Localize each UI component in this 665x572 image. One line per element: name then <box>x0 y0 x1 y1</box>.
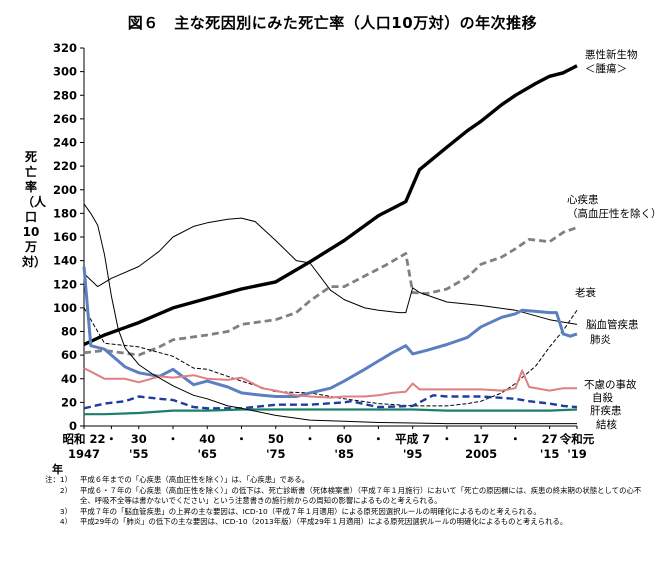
note-text: 平成29年の「肺炎」の低下の主な要因は、ICD-10（2013年版）（平成29年… <box>80 517 568 526</box>
series-label-6: 自殺 <box>592 391 613 404</box>
series-label-1: 心疾患 <box>567 193 599 206</box>
series-line-7 <box>84 408 578 416</box>
note-label: 2） <box>59 485 72 495</box>
series-line-0 <box>83 64 578 347</box>
series-label-4: 肺炎 <box>590 334 611 346</box>
y-tick-label: 40 <box>61 372 77 386</box>
x-tick-label: ・ <box>441 432 453 446</box>
y-tick-label: 200 <box>53 183 77 197</box>
mortality-trend-chart: 0 20 40 60 80 100 120 140 160 180 200 220 240 260 280 3… <box>52 41 662 476</box>
series-line-1 <box>83 226 578 357</box>
y-tick-label: 120 <box>53 277 77 291</box>
x-tick-label: 平成 7 <box>395 432 430 446</box>
series-line-2 <box>83 307 578 407</box>
series-label-1: （高血圧性を除く） <box>567 207 662 220</box>
y-axis-label: 死亡率（人口10万対） <box>22 150 47 269</box>
series-label-8: 結核 <box>596 418 617 431</box>
series-line-5 <box>83 367 577 399</box>
x-tick-label: ・ <box>236 432 248 446</box>
series-lines <box>82 64 578 425</box>
x-unit-label: 年 <box>52 462 63 476</box>
x-tick-label: 昭和 22 <box>62 432 105 446</box>
note-text: 平成６・７年の「心疾患（高血圧性を除く）」の低下は、死亡診断書（死体検案書）（平… <box>80 485 642 506</box>
x-tick-label: 50 <box>268 432 284 446</box>
x-tick-year-label: '19 <box>567 447 587 461</box>
x-tick-label: 40 <box>199 432 215 446</box>
x-tick-year-label: 2005 <box>465 447 497 461</box>
series-label-7: 肝疾患 <box>590 404 622 417</box>
x-tick-year-label: '75 <box>266 447 286 461</box>
note-text: 平成６年までの「心疾患（高血圧性を除く）」は、「心疾患」である。 <box>80 475 310 484</box>
y-tick-label: 60 <box>61 348 77 362</box>
chart-title: 図６ 主な死因別にみた死亡率（人口10万対）の年次推移 <box>127 14 538 32</box>
y-tick-label: 140 <box>53 254 77 268</box>
x-tick-year-label: '85 <box>334 447 354 461</box>
y-tick-label: 300 <box>53 65 77 79</box>
x-tick-year-label: '65 <box>197 447 217 461</box>
y-tick-label: 320 <box>53 41 77 55</box>
series-line-8 <box>83 203 577 425</box>
note-row: 注：1） 平成６年までの「心疾患（高血圧性を除く）」は、「心疾患」である。 <box>44 475 644 486</box>
x-tick-label: 令和元 <box>559 432 595 446</box>
note-label: 4） <box>59 517 72 526</box>
x-tick-year-label: '55 <box>129 447 149 461</box>
x-tick-label: ・ <box>106 432 118 446</box>
x-tick-label: 17 <box>473 432 489 446</box>
series-label-5: 不慮の事故 <box>584 378 637 391</box>
note-row: 3） 平成７年の「脳血管疾患」の上昇の主な要因は、ICD-10（平成７年１月適用）… <box>44 507 644 518</box>
note-label: 3） <box>59 506 72 516</box>
x-tick-label: ・ <box>167 432 179 446</box>
series-line-4 <box>82 266 578 398</box>
y-tick-label: 80 <box>61 325 77 339</box>
x-tick-year-label: 1947 <box>68 447 100 461</box>
note-row: 2） 平成６・７年の「心疾患（高血圧性を除く）」の低下は、死亡診断書（死体検案書）… <box>44 486 644 507</box>
y-tick-label: 280 <box>53 88 77 102</box>
y-tick-label: 180 <box>53 206 77 220</box>
x-tick-label: 27 <box>542 432 558 446</box>
series-label-2: 老衰 <box>575 286 596 299</box>
x-tick-label: 30 <box>131 432 147 446</box>
x-tick-year-label: '95 <box>403 447 423 461</box>
series-label-3: 脳血管疾患 <box>586 318 639 331</box>
note-text: 平成７年の「脳血管疾患」の上昇の主な要因は、ICD-10（平成７年１月適用）によ… <box>80 506 541 516</box>
y-tick-label: 160 <box>53 230 77 244</box>
x-tick-label: ・ <box>373 432 385 446</box>
series-label-0: ＜腫瘍＞ <box>585 62 627 75</box>
note-label: 注：1） <box>45 475 72 484</box>
y-tick-label: 20 <box>61 395 77 409</box>
axes: 0 20 40 60 80 100 120 140 160 180 200 220 240 260 280 3… <box>52 41 595 476</box>
y-tick-label: 0 <box>69 419 77 433</box>
series-line-3 <box>83 217 578 325</box>
x-tick-label: 60 <box>336 432 352 446</box>
x-tick-label: ・ <box>510 432 522 446</box>
x-tick-label: ・ <box>304 432 316 446</box>
x-tick-year-label: '15 <box>540 447 560 461</box>
series-label-0: 悪性新生物 <box>585 48 638 61</box>
y-tick-label: 220 <box>53 159 77 173</box>
series-labels: 悪性新生物＜腫瘍＞ 心疾患（高血圧性を除く） 老衰脳血管疾患肺炎不慮の事故自殺肝疾患… <box>567 48 662 431</box>
series-line-6 <box>83 394 578 410</box>
y-tick-label: 240 <box>53 136 77 150</box>
y-tick-label: 100 <box>53 301 77 315</box>
notes: 注：1） 平成６年までの「心疾患（高血圧性を除く）」は、「心疾患」である。 2） 平成… <box>44 475 644 528</box>
note-row: 4） 平成29年の「肺炎」の低下の主な要因は、ICD-10（2013年版）（平成2… <box>44 517 644 528</box>
y-tick-label: 260 <box>53 112 77 126</box>
